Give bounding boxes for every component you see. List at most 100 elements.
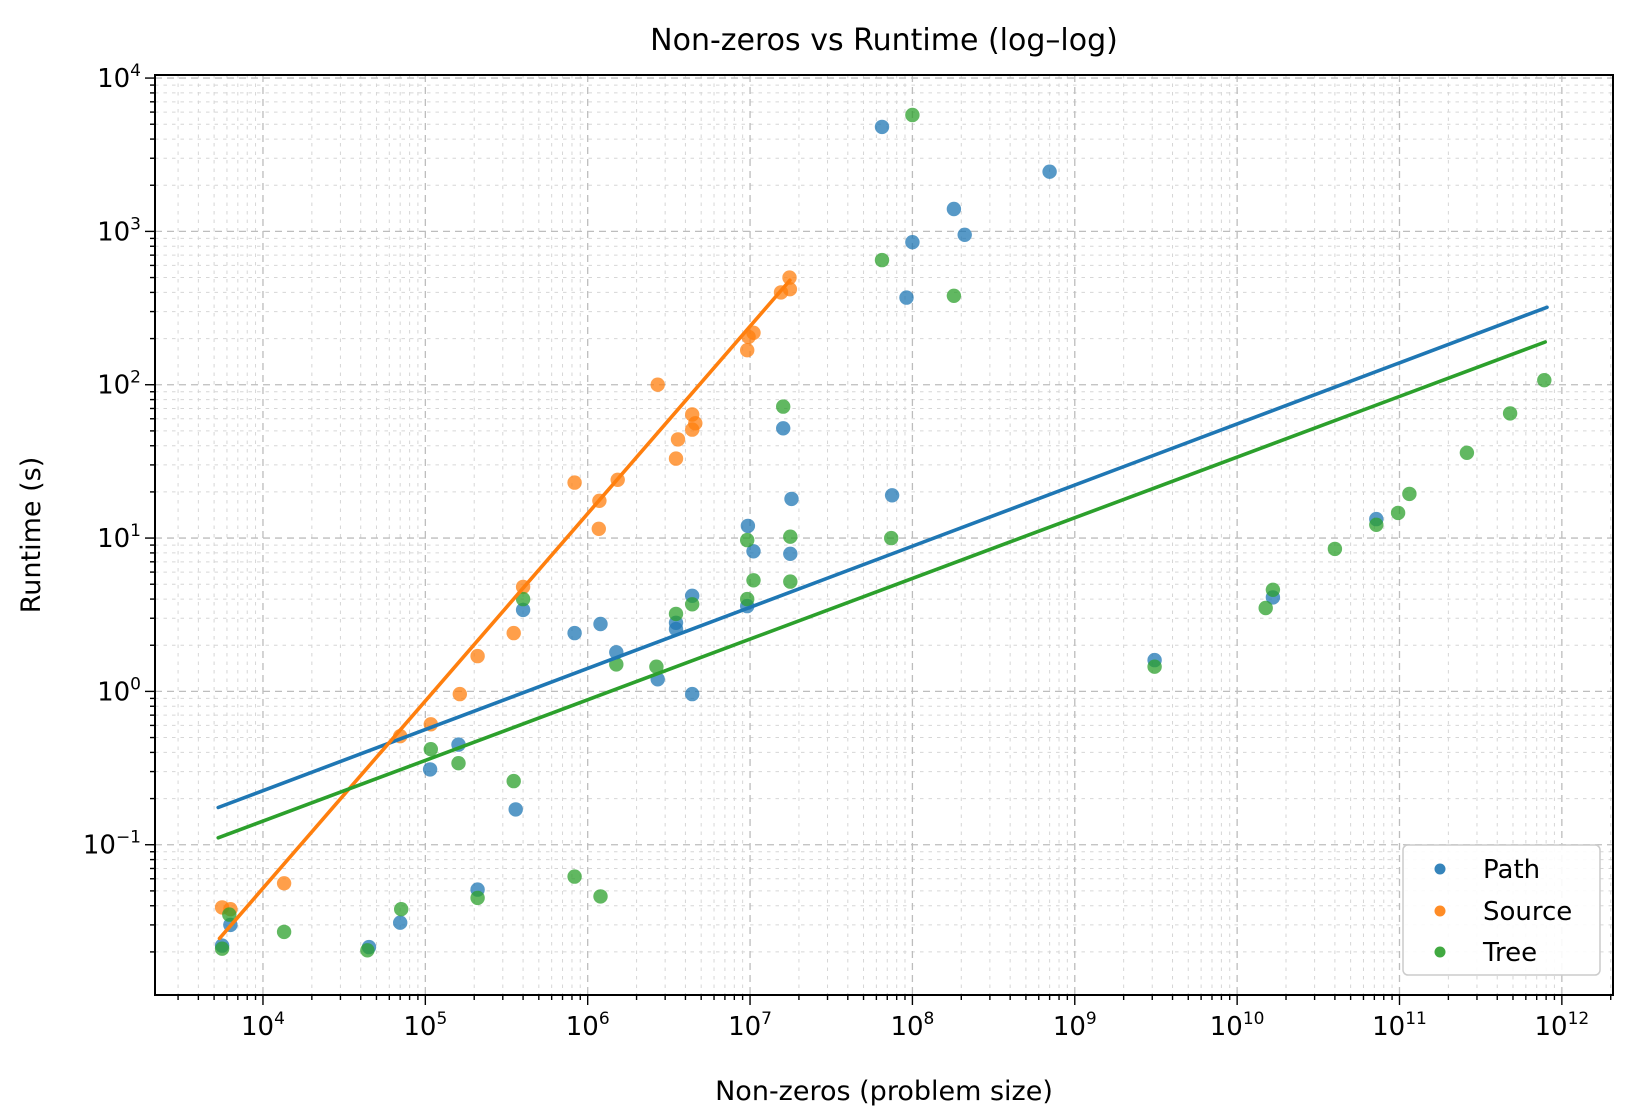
- data-point: [783, 574, 798, 589]
- data-point: [776, 421, 791, 436]
- data-point: [884, 488, 900, 503]
- y-tick-label: 10−1: [83, 828, 141, 861]
- x-tick-label: 1011: [1372, 1009, 1427, 1042]
- data-point: [515, 602, 531, 618]
- data-point: [591, 521, 606, 536]
- series-tree: [214, 107, 1552, 958]
- data-point: [740, 343, 755, 358]
- data-point: [506, 625, 521, 641]
- data-point: [1390, 505, 1406, 521]
- data-point: [668, 606, 684, 622]
- data-point: [905, 235, 920, 250]
- trendline-source: [217, 278, 792, 941]
- legend-label-tree: Tree: [1482, 938, 1537, 968]
- chart-title: Non-zeros vs Runtime (log–log): [650, 23, 1118, 58]
- data-point: [874, 252, 890, 268]
- data-point: [740, 532, 755, 548]
- data-point: [567, 625, 582, 641]
- data-point: [957, 227, 972, 242]
- data-point: [470, 648, 485, 664]
- legend-label-source: Source: [1483, 897, 1572, 927]
- data-point: [650, 377, 665, 392]
- legend-label-path: Path: [1483, 855, 1540, 885]
- data-point: [946, 288, 962, 303]
- series-source: [214, 270, 798, 917]
- x-tick-label: 106: [566, 1009, 610, 1042]
- data-point: [394, 902, 409, 917]
- data-point: [423, 742, 438, 757]
- y-tick-label: 102: [97, 368, 141, 401]
- data-point: [222, 907, 237, 922]
- y-tick-label: 103: [97, 214, 141, 247]
- data-point: [1459, 445, 1475, 460]
- axis-ticks: [145, 77, 1612, 1005]
- data-point: [782, 270, 797, 285]
- data-point: [884, 530, 899, 546]
- grid-major: [155, 75, 1613, 995]
- data-point: [593, 889, 608, 904]
- data-point: [685, 422, 700, 437]
- data-point: [276, 876, 292, 891]
- data-point: [508, 802, 523, 817]
- data-point: [905, 107, 920, 123]
- data-point: [506, 773, 521, 789]
- data-point: [1258, 600, 1273, 616]
- y-axis-label: Runtime (s): [16, 457, 47, 614]
- data-point: [685, 597, 700, 612]
- data-point: [593, 616, 608, 632]
- trend-lines: [216, 278, 1549, 941]
- x-tick-label: 105: [403, 1009, 447, 1042]
- data-point: [783, 529, 798, 544]
- data-point: [422, 762, 438, 777]
- data-point: [1042, 164, 1057, 179]
- data-point: [685, 686, 700, 702]
- data-point: [1537, 373, 1552, 388]
- data-point: [740, 518, 756, 534]
- data-point: [452, 686, 467, 702]
- trendline-path: [216, 305, 1549, 810]
- legend-marker-path: [1434, 863, 1446, 875]
- y-tick-label: 104: [97, 61, 141, 94]
- data-point: [746, 544, 761, 559]
- x-tick-label: 1010: [1210, 1009, 1265, 1042]
- trendline-tree: [216, 340, 1547, 840]
- data-point: [1265, 582, 1281, 597]
- data-point: [451, 756, 466, 771]
- data-point: [874, 119, 890, 135]
- data-point: [1369, 517, 1384, 532]
- data-point: [515, 591, 531, 607]
- plot-border: [154, 74, 1614, 996]
- legend-box: [1402, 844, 1601, 976]
- data-point: [946, 201, 962, 217]
- y-tick-label: 101: [97, 521, 141, 554]
- data-point: [214, 941, 230, 956]
- data-point: [740, 591, 755, 607]
- x-tick-label: 108: [890, 1009, 934, 1042]
- data-point: [1402, 486, 1417, 502]
- data-point: [567, 869, 582, 884]
- data-point: [899, 290, 914, 305]
- x-tick-labels: 104 105 106 107 108 109 1010 1011 1012: [241, 1009, 1589, 1042]
- data-point: [1147, 659, 1162, 674]
- data-point: [776, 399, 791, 414]
- legend: Path Source Tree: [1402, 844, 1601, 976]
- legend-marker-tree: [1434, 946, 1446, 958]
- data-point: [649, 659, 664, 674]
- x-tick-label: 107: [728, 1009, 772, 1042]
- data-point: [746, 573, 761, 588]
- y-tick-label: 100: [97, 674, 141, 707]
- data-point: [276, 924, 292, 940]
- data-point: [1327, 541, 1343, 557]
- data-point: [567, 475, 582, 490]
- data-point: [783, 546, 798, 561]
- data-point: [670, 432, 686, 447]
- legend-marker-source: [1434, 905, 1446, 917]
- x-tick-label: 104: [241, 1009, 285, 1042]
- data-point: [1502, 406, 1518, 421]
- y-tick-labels: 10−1 100 101 102 103 104: [83, 61, 141, 861]
- x-tick-label: 109: [1053, 1009, 1097, 1042]
- data-point: [668, 451, 684, 466]
- x-axis-label: Non-zeros (problem size): [715, 1076, 1053, 1107]
